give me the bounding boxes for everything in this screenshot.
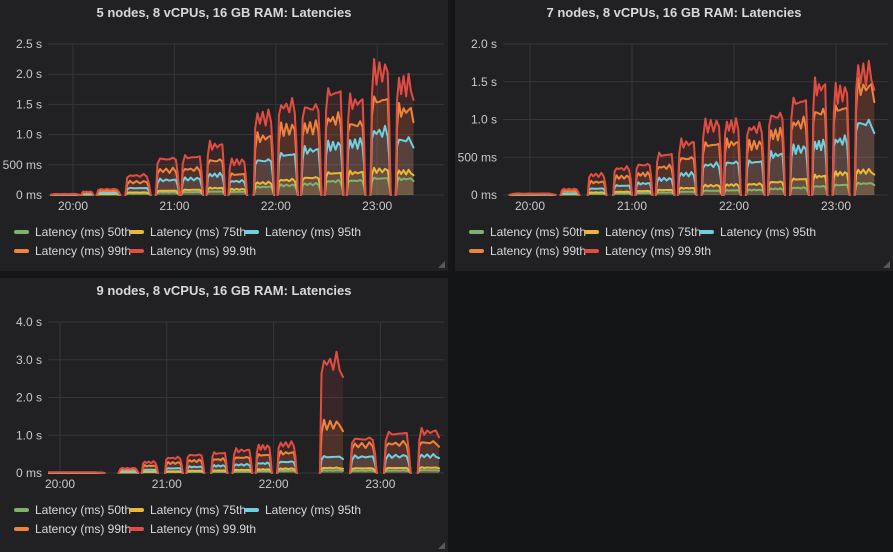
y-axis-tick-label: 2.0 s	[16, 391, 42, 405]
panel-title[interactable]: 7 nodes, 8 vCPUs, 16 GB RAM: Latencies	[546, 5, 802, 20]
series-color-swatch	[699, 229, 714, 234]
chart-plot-area[interactable]	[48, 308, 444, 473]
panel-resize-handle-icon[interactable]	[883, 261, 890, 268]
legend-label: Latency (ms) 99.9th	[150, 243, 257, 258]
legend-label: Latency (ms) 75th	[150, 502, 247, 517]
x-axis-tick-label: 22:00	[719, 199, 749, 213]
panel-5-nodes-latencies: 0 ms 500 ms 1.0 s 1.5 s 2.0 s 2.5 s 20:00 21:00…	[0, 0, 448, 271]
series-color-swatch	[129, 526, 144, 531]
latency-chart-9-nodes[interactable]: 0 ms 1.0 s 2.0 s 3.0 s 4.0 s 20:00 21:00 22:00 2…	[0, 278, 448, 496]
legend-item-99th[interactable]: Latency (ms) 99th	[14, 519, 132, 538]
legend-item-50th[interactable]: Latency (ms) 50th	[469, 222, 587, 241]
x-axis-tick-label: 21:00	[159, 199, 189, 213]
legend-item-99th[interactable]: Latency (ms) 99th	[469, 241, 587, 260]
y-axis-tick-label: 1.0 s	[471, 113, 497, 127]
x-axis-tick-label: 22:00	[261, 199, 291, 213]
y-axis-tick-label: 1.5 s	[16, 97, 42, 111]
legend-label: Latency (ms) 99th	[490, 243, 587, 258]
series-line-99.9th	[48, 350, 441, 474]
y-axis-tick-label: 1.0 s	[16, 128, 42, 142]
series-color-swatch	[469, 248, 484, 253]
series-line-99.9th	[50, 58, 415, 196]
x-axis-tick-label: 21:00	[152, 477, 182, 491]
legend-item-95th[interactable]: Latency (ms) 95th	[244, 222, 362, 241]
series-color-swatch	[129, 248, 144, 253]
legend-label: Latency (ms) 95th	[720, 224, 817, 239]
chart-grid: 0 ms 500 ms 1.0 s 1.5 s 2.0 s 2.5 s 20:00 21:00…	[3, 37, 444, 213]
x-axis-tick-label: 21:00	[617, 199, 647, 213]
legend-item-50th[interactable]: Latency (ms) 50th	[14, 500, 132, 519]
legend-item-99.9th[interactable]: Latency (ms) 99.9th	[129, 241, 256, 260]
y-axis-tick-label: 2.5 s	[16, 37, 42, 51]
x-axis-tick-label: 23:00	[362, 199, 392, 213]
y-axis-tick-label: 3.0 s	[16, 353, 42, 367]
panel-resize-handle-icon[interactable]	[438, 261, 445, 268]
series-color-swatch	[14, 248, 29, 253]
series-color-swatch	[129, 507, 144, 512]
x-axis-tick-label: 20:00	[58, 199, 88, 213]
legend-item-75th[interactable]: Latency (ms) 75th	[129, 222, 247, 241]
legend-item-95th[interactable]: Latency (ms) 95th	[244, 500, 362, 519]
y-axis-tick-label: 4.0 s	[16, 315, 42, 329]
series-color-swatch	[14, 507, 29, 512]
legend-label: Latency (ms) 50th	[490, 224, 587, 239]
legend-label: Latency (ms) 50th	[35, 224, 132, 239]
legend-item-75th[interactable]: Latency (ms) 75th	[129, 500, 247, 519]
chart-plot-area[interactable]	[48, 30, 444, 195]
series-color-swatch	[584, 229, 599, 234]
series-color-swatch	[244, 229, 259, 234]
legend-label: Latency (ms) 99.9th	[605, 243, 712, 258]
series-color-swatch	[14, 526, 29, 531]
x-axis-tick-label: 20:00	[45, 477, 75, 491]
panel-7-nodes-latencies: 0 ms 500 ms 1.0 s 1.5 s 2.0 s 20:00 21:00 22:00…	[455, 0, 893, 271]
y-axis-tick-label: 0 ms	[16, 188, 42, 202]
legend-label: Latency (ms) 75th	[150, 224, 247, 239]
y-axis-tick-label: 500 ms	[3, 158, 42, 172]
chart-legend: Latency (ms) 50th Latency (ms) 75th Latenc…	[469, 222, 883, 260]
y-axis-tick-label: 500 ms	[458, 150, 497, 164]
legend-item-50th[interactable]: Latency (ms) 50th	[14, 222, 132, 241]
y-axis-tick-label: 1.5 s	[471, 75, 497, 89]
x-axis-tick-label: 23:00	[365, 477, 395, 491]
legend-label: Latency (ms) 99th	[35, 243, 132, 258]
legend-item-95th[interactable]: Latency (ms) 95th	[699, 222, 817, 241]
legend-label: Latency (ms) 99th	[35, 521, 132, 536]
series-area-99th	[48, 419, 440, 473]
latency-chart-7-nodes[interactable]: 0 ms 500 ms 1.0 s 1.5 s 2.0 s 20:00 21:00 22:00…	[455, 0, 893, 218]
legend-item-99.9th[interactable]: Latency (ms) 99.9th	[129, 519, 256, 538]
legend-item-99th[interactable]: Latency (ms) 99th	[14, 241, 132, 260]
y-axis-tick-label: 2.0 s	[16, 67, 42, 81]
chart-legend: Latency (ms) 50th Latency (ms) 75th Latenc…	[14, 500, 438, 538]
series-color-swatch	[244, 507, 259, 512]
legend-label: Latency (ms) 99.9th	[150, 521, 257, 536]
series-area-99.9th	[48, 351, 440, 473]
series-color-swatch	[584, 248, 599, 253]
y-axis-tick-label: 1.0 s	[16, 428, 42, 442]
panel-9-nodes-latencies: 0 ms 1.0 s 2.0 s 3.0 s 4.0 s 20:00 21:00 22:00 2…	[0, 278, 448, 552]
legend-label: Latency (ms) 95th	[265, 502, 362, 517]
panel-title[interactable]: 9 nodes, 8 vCPUs, 16 GB RAM: Latencies	[96, 283, 352, 298]
series-color-swatch	[14, 229, 29, 234]
x-axis-tick-label: 22:00	[259, 477, 289, 491]
latency-chart-5-nodes[interactable]: 0 ms 500 ms 1.0 s 1.5 s 2.0 s 2.5 s 20:00 21:00…	[0, 0, 448, 218]
panel-title[interactable]: 5 nodes, 8 vCPUs, 16 GB RAM: Latencies	[96, 5, 352, 20]
legend-label: Latency (ms) 95th	[265, 224, 362, 239]
series-color-swatch	[469, 229, 484, 234]
y-axis-tick-label: 0 ms	[471, 188, 497, 202]
x-axis-tick-label: 20:00	[515, 199, 545, 213]
y-axis-tick-label: 0 ms	[16, 466, 42, 480]
legend-label: Latency (ms) 75th	[605, 224, 702, 239]
chart-plot-area[interactable]	[503, 30, 888, 195]
chart-grid: 0 ms 1.0 s 2.0 s 3.0 s 4.0 s 20:00 21:00 22:00 2…	[16, 315, 444, 491]
y-axis-tick-label: 2.0 s	[471, 37, 497, 51]
x-axis-tick-label: 23:00	[821, 199, 851, 213]
series-line-99.9th	[508, 59, 876, 196]
panel-resize-handle-icon[interactable]	[438, 542, 445, 549]
chart-legend: Latency (ms) 50th Latency (ms) 75th Latenc…	[14, 222, 438, 260]
legend-item-99.9th[interactable]: Latency (ms) 99.9th	[584, 241, 711, 260]
series-color-swatch	[129, 229, 144, 234]
legend-label: Latency (ms) 50th	[35, 502, 132, 517]
legend-item-75th[interactable]: Latency (ms) 75th	[584, 222, 702, 241]
